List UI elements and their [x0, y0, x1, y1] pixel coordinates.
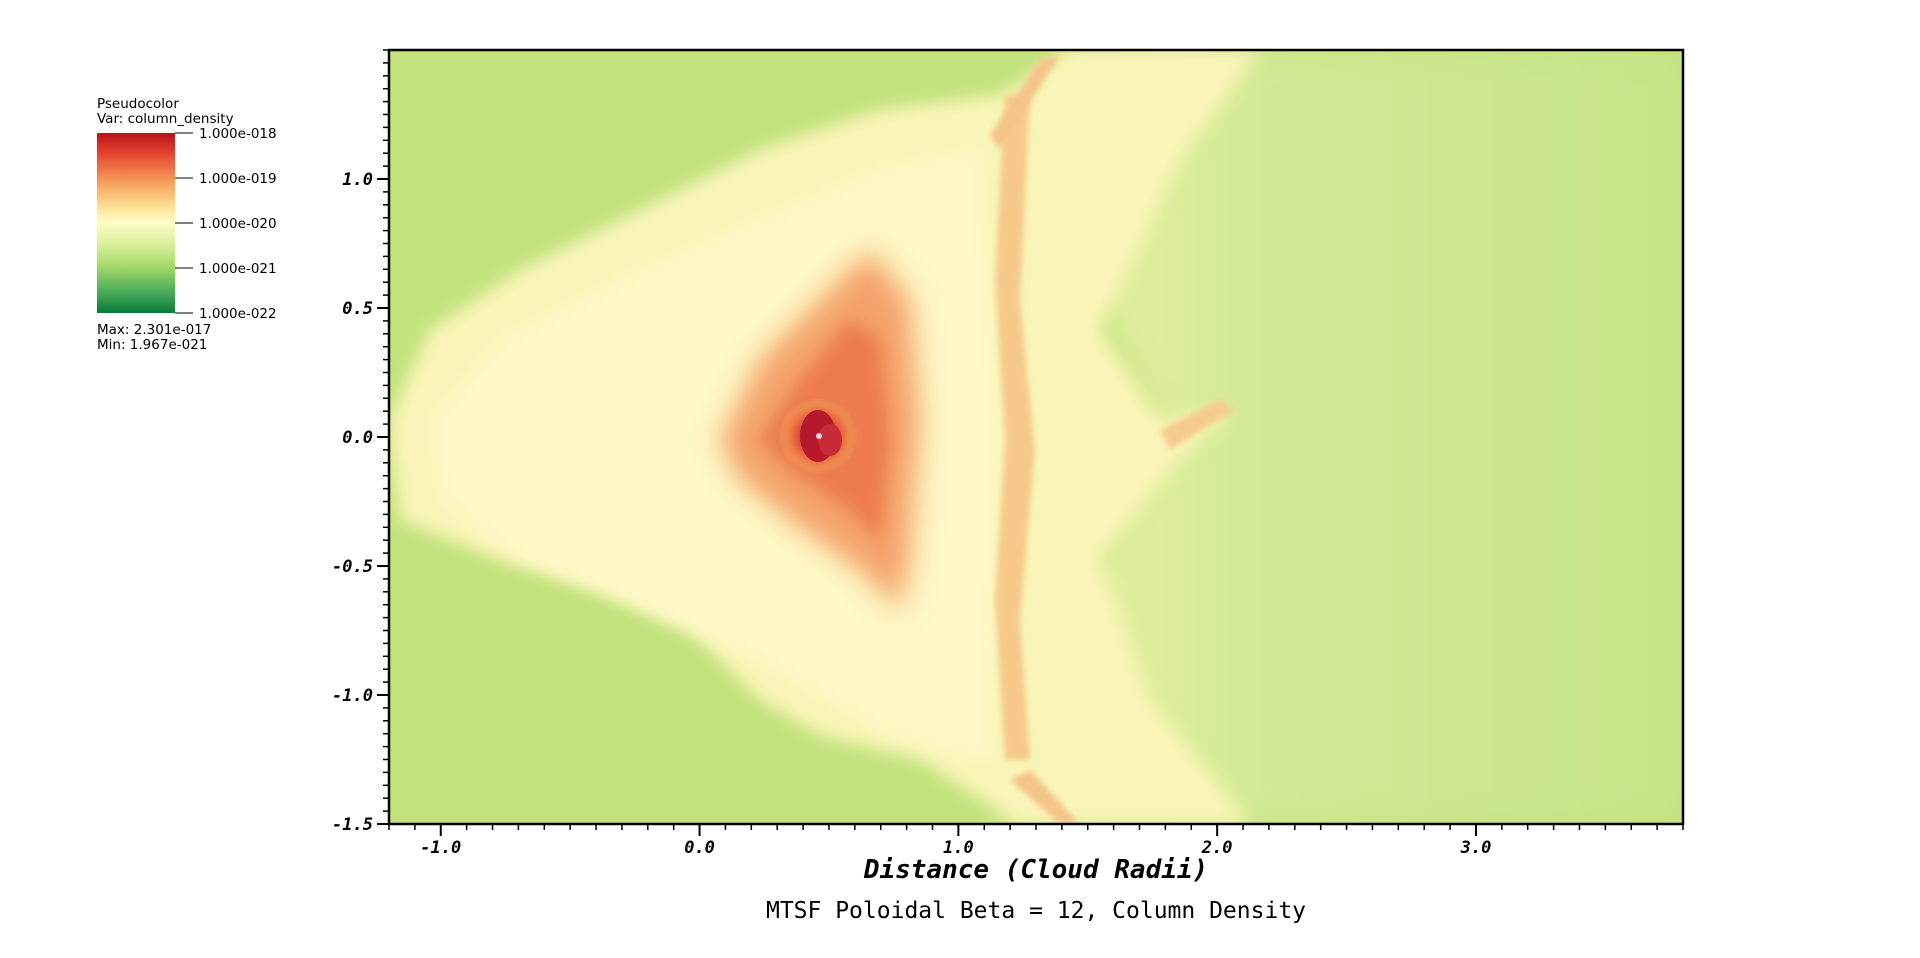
colorbar-tick-label: 1.000e-019 [199, 171, 277, 187]
x-axis: -1.0 0.0 1.0 2.0 3.0 [388, 824, 1684, 858]
legend-max: Max: 2.301e-017 [97, 322, 211, 338]
y-axis: 1.0 0.5 0.0 -0.5 -1.0 -1.5 [332, 49, 389, 835]
legend-variable: Var: column_density [97, 111, 234, 127]
x-tick-label: 2.0 [1201, 838, 1233, 858]
colorbar-legend: Pseudocolor Var: column_density 1.000e-0… [97, 96, 277, 353]
y-tick-label: 0.0 [342, 428, 373, 448]
y-tick-label: 1.0 [342, 170, 373, 190]
plot-area [389, 50, 1683, 824]
x-tick-label: 0.0 [684, 838, 715, 858]
colorbar-tick-label: 1.000e-021 [199, 261, 277, 277]
plot-title: MTSF Poloidal Beta = 12, Column Density [766, 898, 1306, 924]
core-sink-particle [816, 433, 822, 439]
shock-front [995, 95, 1035, 760]
colorbar-tick-label: 1.000e-022 [199, 306, 277, 322]
colorbar-tick-label: 1.000e-020 [199, 216, 277, 232]
legend-min: Min: 1.967e-021 [97, 337, 207, 353]
y-tick-label: -1.0 [332, 686, 373, 706]
y-tick-label: 0.5 [342, 299, 373, 319]
dense-core-lobe [818, 424, 842, 456]
x-axis-title: Distance (Cloud Radii) [863, 855, 1208, 885]
ridge-upper [990, 55, 1060, 150]
x-tick-label: -1.0 [420, 838, 461, 858]
downstream-region [1000, 50, 1683, 824]
x-tick-label: 1.0 [943, 838, 974, 858]
y-tick-label: -0.5 [332, 557, 373, 577]
legend-plot-type: Pseudocolor [97, 96, 179, 112]
knot-right [1160, 400, 1235, 450]
x-tick-label: 3.0 [1460, 838, 1492, 858]
colorbar-tick-label: 1.000e-018 [199, 126, 277, 142]
y-tick-label: -1.5 [332, 815, 373, 835]
ridge-lower [1010, 770, 1080, 824]
colorbar [97, 133, 175, 313]
